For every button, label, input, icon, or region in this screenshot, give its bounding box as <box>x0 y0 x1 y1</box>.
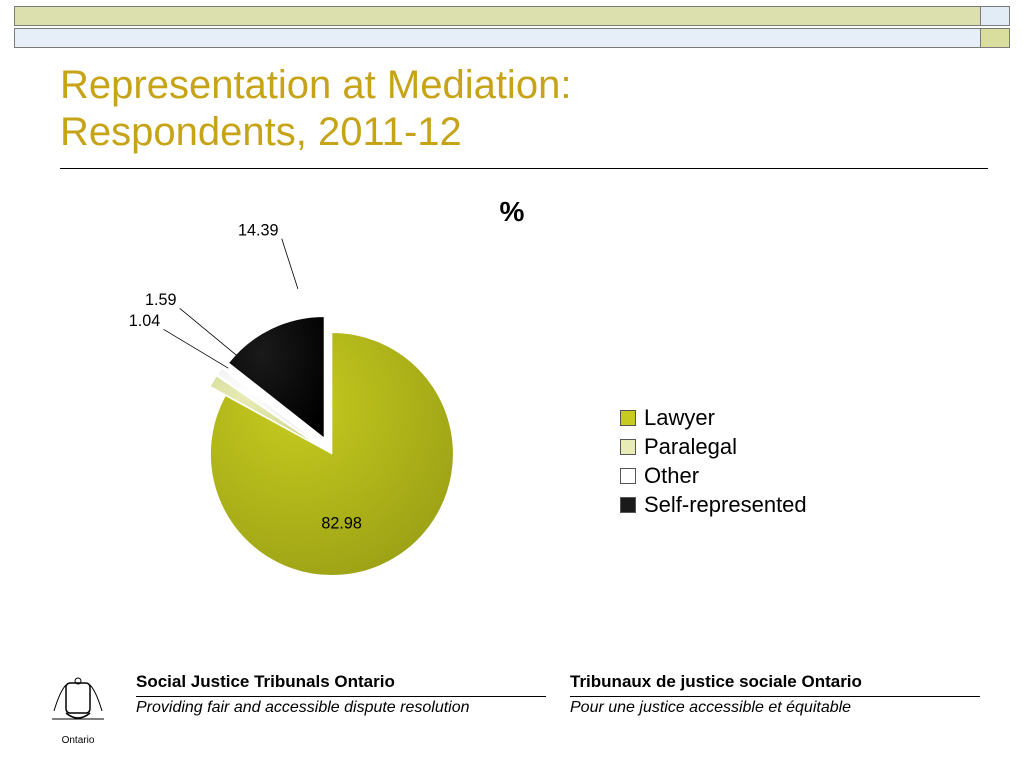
pie-chart: 82.981.591.0414.39 <box>170 284 510 624</box>
legend-label: Paralegal <box>644 434 737 460</box>
title-line-2: Respondents, 2011-12 <box>60 110 462 154</box>
logo-caption: Ontario <box>44 735 112 746</box>
top-bar-2-corner <box>980 29 1009 47</box>
top-bar-2 <box>14 28 1010 48</box>
footer-en-rule <box>136 696 546 697</box>
title-block: Representation at Mediation: Respondents… <box>60 62 988 169</box>
title-line-1: Representation at Mediation: <box>60 63 571 107</box>
top-bar-1-main <box>15 7 980 25</box>
footer-en-sub: Providing fair and accessible dispute re… <box>136 699 546 717</box>
title-underline <box>60 168 988 169</box>
leader-line <box>164 329 229 368</box>
footer-fr: Tribunaux de justice sociale Ontario Pou… <box>570 672 980 717</box>
chart-area: % 82.981.591.0414.39 LawyerParalegalOthe… <box>0 196 1024 636</box>
legend-swatch <box>620 439 636 455</box>
coat-of-arms-icon <box>44 672 112 730</box>
footer-en: Social Justice Tribunals Ontario Providi… <box>136 672 546 717</box>
legend-item-other: Other <box>620 463 807 489</box>
top-bar-2-main <box>15 29 980 47</box>
legend-label: Other <box>644 463 699 489</box>
footer-fr-rule <box>570 696 980 697</box>
top-bar-1 <box>14 6 1010 26</box>
footer-fr-title: Tribunaux de justice sociale Ontario <box>570 672 980 692</box>
chart-title: % <box>0 196 1024 228</box>
legend-item-paralegal: Paralegal <box>620 434 807 460</box>
slice-value-other: 1.04 <box>129 312 161 330</box>
page-title: Representation at Mediation: Respondents… <box>60 62 988 156</box>
leader-line <box>180 308 237 355</box>
legend-label: Lawyer <box>644 405 715 431</box>
footer-en-title: Social Justice Tribunals Ontario <box>136 672 546 692</box>
footer: Ontario Social Justice Tribunals Ontario… <box>44 672 980 746</box>
legend-item-self-represented: Self-represented <box>620 492 807 518</box>
footer-fr-sub: Pour une justice accessible et équitable <box>570 699 980 717</box>
top-bar-1-corner <box>980 7 1009 25</box>
legend-swatch <box>620 410 636 426</box>
legend-item-lawyer: Lawyer <box>620 405 807 431</box>
leader-line <box>282 239 298 289</box>
slice-value-paralegal: 1.59 <box>145 291 177 309</box>
top-decor-bars <box>14 6 1010 48</box>
legend-swatch <box>620 497 636 513</box>
ontario-logo: Ontario <box>44 672 112 746</box>
pie-svg: 82.981.591.0414.39 <box>170 284 510 624</box>
slice-value-self-represented: 14.39 <box>238 221 279 239</box>
legend-swatch <box>620 468 636 484</box>
slice-value-lawyer: 82.98 <box>321 514 362 532</box>
legend: Lawyer Paralegal Other Self-represented <box>620 402 807 521</box>
legend-label: Self-represented <box>644 492 807 518</box>
